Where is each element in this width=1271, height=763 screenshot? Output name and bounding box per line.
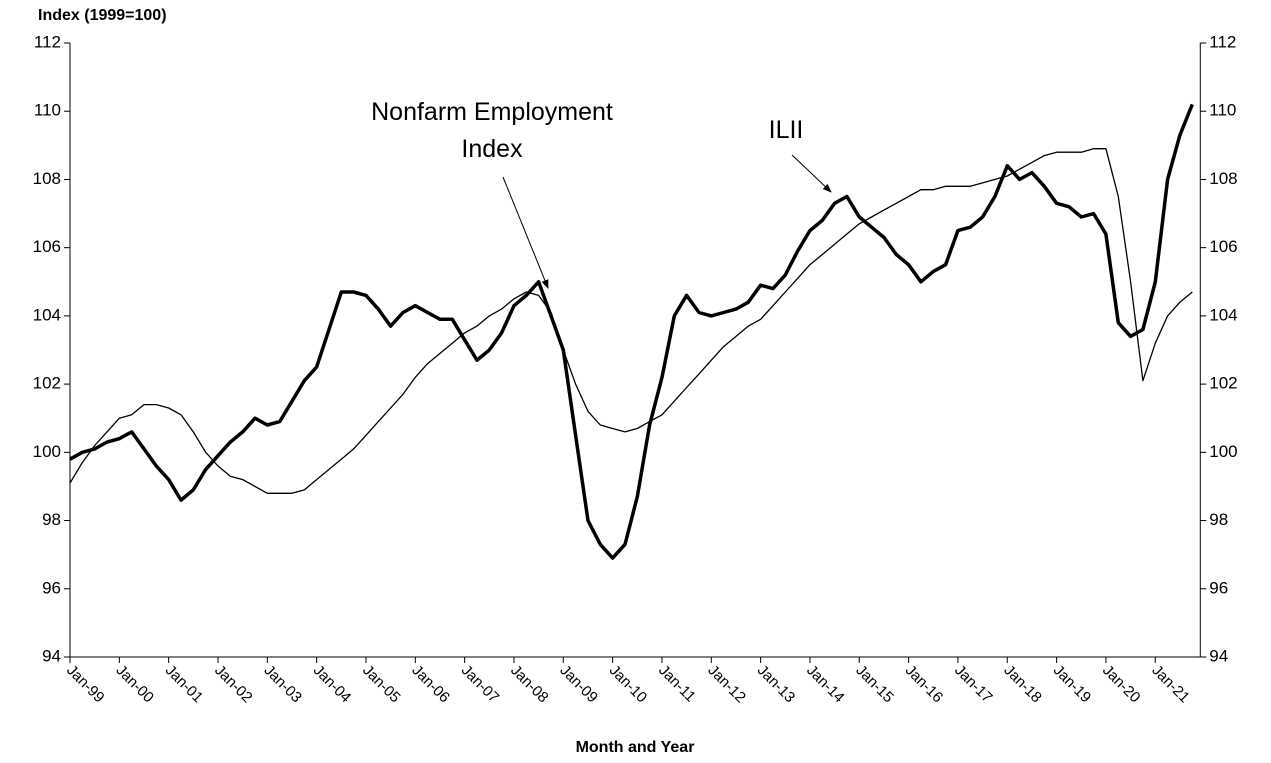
y2-tick-label: 108 [1209,169,1237,188]
y-tick-label: 110 [34,101,61,120]
y2-tick-label: 112 [1209,32,1236,51]
x-tick-label: Jan-16 [902,662,946,706]
y-tick-label: 108 [33,169,61,188]
y2-tick-label: 96 [1209,578,1228,597]
x-tick-label: Jan-11 [655,662,699,706]
y-tick-label: 106 [33,237,61,256]
x-tick-label: Jan-19 [1050,662,1094,706]
x-tick-label: Jan-13 [754,662,798,706]
annotation-arrow [791,154,832,193]
annotation: Index [461,135,523,163]
x-tick-label: Jan-12 [704,662,748,706]
x-tick-label: Jan-02 [211,662,255,706]
x-tick-label: Jan-01 [162,662,206,706]
x-tick-label: Jan-15 [852,662,896,706]
y-tick-label: 96 [42,578,61,597]
y-tick-label: 100 [33,442,61,461]
y-tick-label: 98 [42,510,61,529]
y-tick-label: 104 [33,305,61,324]
x-tick-label: Jan-08 [507,662,551,706]
x-tick-label: Jan-09 [556,662,600,706]
annotation: ILII [769,116,804,144]
y-tick-label: 102 [33,374,61,393]
x-tick-label: Jan-20 [1099,662,1143,706]
y-axis-title: Index (1999=100) [38,7,167,24]
y-tick-label: 94 [42,646,61,665]
x-tick-label: Jan-18 [1000,662,1044,706]
annotation: Nonfarm Employment [371,98,613,126]
x-tick-label: Jan-17 [951,662,995,706]
x-tick-label: Jan-10 [606,662,650,706]
y2-tick-label: 100 [1209,442,1237,461]
x-tick-label: Jan-03 [260,662,304,706]
x-tick-label: Jan-04 [310,662,354,706]
y2-tick-label: 98 [1209,510,1228,529]
y2-tick-label: 104 [1209,305,1237,324]
x-tick-label: Jan-21 [1148,662,1192,706]
series-line [69,148,1193,494]
y2-tick-label: 102 [1209,374,1237,393]
x-tick-label: Jan-99 [63,662,107,706]
series-line [69,103,1194,560]
x-tick-label: Jan-14 [803,662,847,706]
x-tick-label: Jan-07 [458,662,502,706]
y2-tick-label: 94 [1209,646,1228,665]
x-axis-title: Month and Year [576,739,695,756]
y-tick-label: 112 [34,32,61,51]
y2-tick-label: 106 [1209,237,1237,256]
y2-tick-label: 110 [1209,101,1236,120]
x-tick-label: Jan-05 [359,662,403,706]
annotation-arrow [502,176,549,289]
x-tick-label: Jan-00 [113,662,157,706]
x-tick-label: Jan-06 [408,662,452,706]
